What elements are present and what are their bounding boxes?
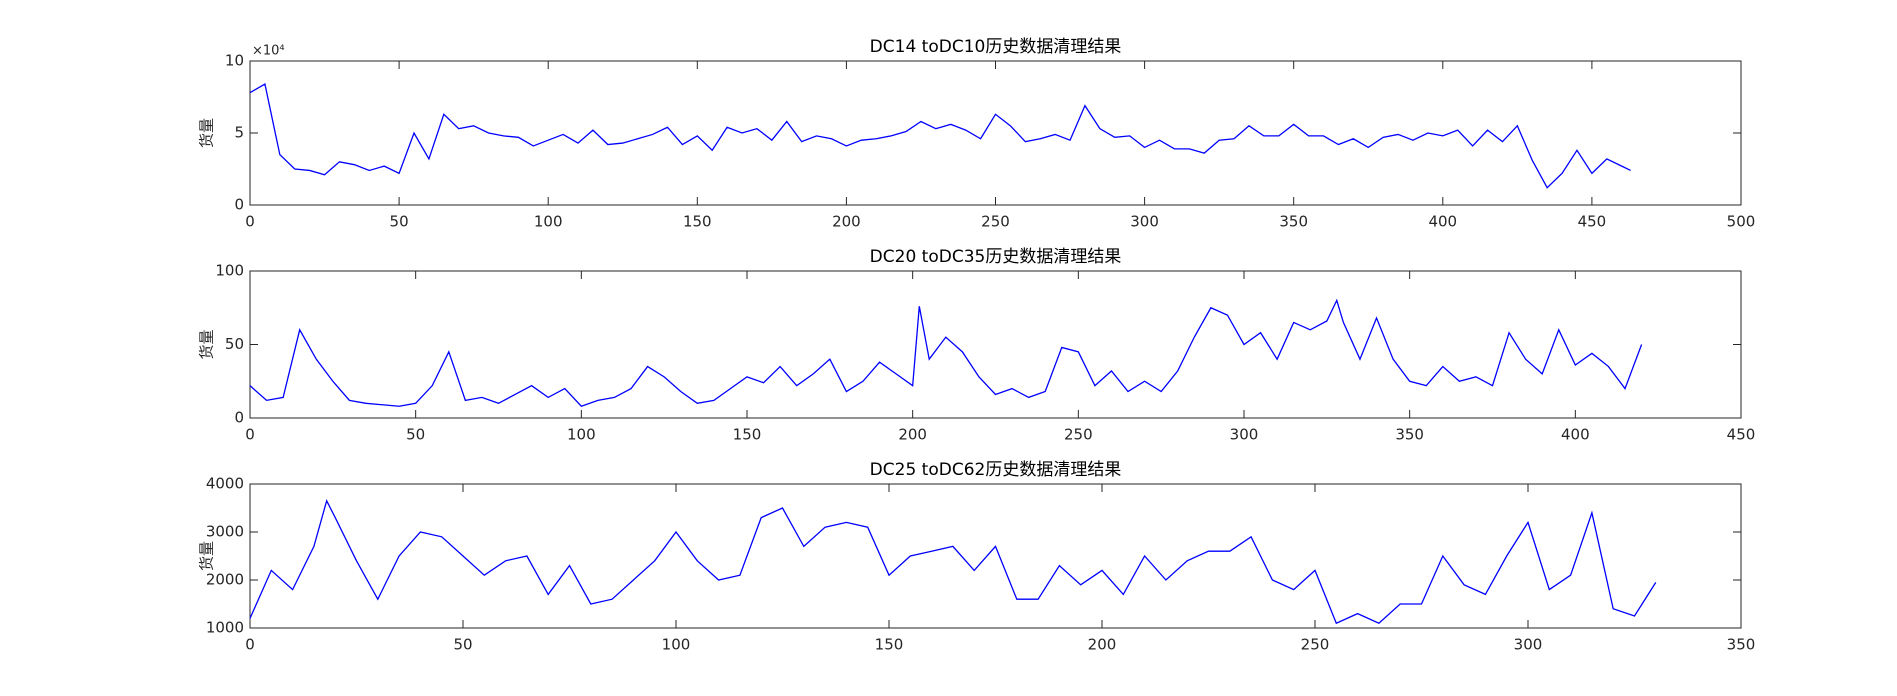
- x-tick-label: 50: [406, 426, 425, 444]
- y-tick-label: 10: [225, 52, 244, 70]
- y-axis-label: 货量: [198, 541, 216, 571]
- y-axis-label: 货量: [198, 329, 216, 359]
- x-tick-label: 100: [662, 636, 691, 654]
- x-tick-label: 50: [390, 213, 409, 231]
- chart-title: DC20 toDC35历史数据清理结果: [870, 247, 1122, 267]
- x-tick-label: 200: [832, 213, 861, 231]
- y-tick-label: 100: [215, 262, 244, 280]
- x-tick-label: 0: [245, 426, 255, 444]
- x-tick-label: 0: [245, 213, 255, 231]
- y-tick-label: 2000: [206, 571, 244, 589]
- y-tick-label: 4000: [206, 475, 244, 493]
- x-tick-label: 400: [1561, 426, 1590, 444]
- data-line: [249, 298, 1643, 407]
- x-tick-label: 250: [1301, 636, 1330, 654]
- y-tick-label: 0: [234, 196, 244, 214]
- x-tick-label: 100: [567, 426, 596, 444]
- y-tick-label: 3000: [206, 523, 244, 541]
- x-tick-label: 0: [245, 636, 255, 654]
- x-tick-label: 250: [1064, 426, 1093, 444]
- y-tick-label: 5: [234, 124, 244, 142]
- x-tick-label: 350: [1727, 636, 1756, 654]
- plot-area: [249, 270, 1742, 419]
- y-tick-label: 0: [234, 409, 244, 427]
- x-tick-label: 350: [1395, 426, 1424, 444]
- y-multiplier: ×10⁴: [252, 44, 285, 59]
- x-tick-label: 250: [981, 213, 1010, 231]
- x-tick-label: 100: [534, 213, 563, 231]
- plot-area: [249, 483, 1742, 629]
- x-tick-label: 150: [875, 636, 904, 654]
- y-tick-label: 50: [225, 335, 244, 353]
- x-tick-label: 150: [733, 426, 762, 444]
- x-tick-label: 150: [683, 213, 712, 231]
- data-line: [249, 499, 1657, 625]
- plot-area: [249, 60, 1742, 206]
- x-tick-label: 300: [1130, 213, 1159, 231]
- x-tick-label: 450: [1578, 213, 1607, 231]
- x-tick-label: 300: [1230, 426, 1259, 444]
- x-tick-label: 450: [1727, 426, 1756, 444]
- y-tick-label: 1000: [206, 619, 244, 637]
- y-axis-label: 货量: [198, 118, 216, 148]
- x-tick-label: 50: [453, 636, 472, 654]
- x-tick-label: 200: [898, 426, 927, 444]
- x-tick-label: 300: [1514, 636, 1543, 654]
- x-tick-label: 500: [1727, 213, 1756, 231]
- chart-title: DC14 toDC10历史数据清理结果: [870, 37, 1122, 57]
- chart-title: DC25 toDC62历史数据清理结果: [870, 460, 1122, 480]
- x-tick-label: 400: [1428, 213, 1457, 231]
- x-tick-label: 350: [1279, 213, 1308, 231]
- x-tick-label: 200: [1088, 636, 1117, 654]
- data-line: [249, 83, 1631, 189]
